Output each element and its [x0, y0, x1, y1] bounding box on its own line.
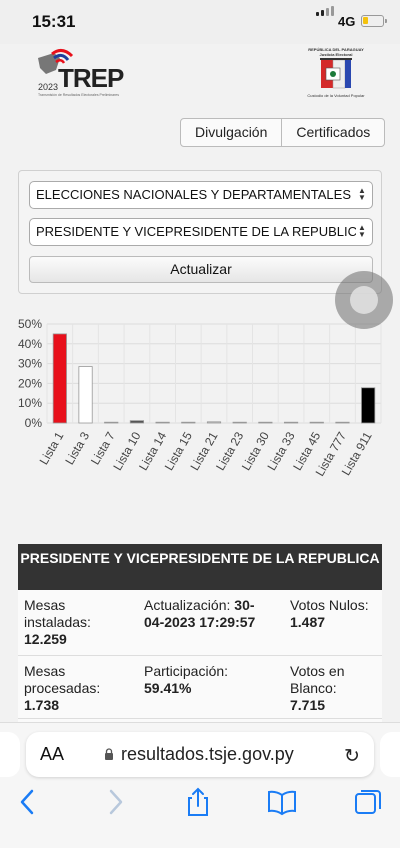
race-select[interactable]: PRESIDENTE Y VICEPRESIDENTE DE LA REPUBL… — [29, 218, 373, 246]
address-bar[interactable]: AA resultados.tsje.gov.py ↻ — [26, 732, 374, 777]
votos-blanco-value: 7.715 — [290, 697, 326, 713]
mesas-procesadas: Mesas procesadas: 1.738 — [24, 663, 134, 714]
actualizacion-value: 30-04-2023 17:29:57 — [144, 597, 256, 630]
participacion: Participación: 59.41% — [144, 663, 274, 697]
bar-lista-911[interactable] — [361, 387, 376, 424]
bar-lista-777[interactable] — [335, 421, 350, 424]
election-select-value: ELECCIONES NACIONALES Y DEPARTAMENTALES — [36, 187, 351, 202]
votos-blanco-label: Votos en Blanco: — [290, 663, 345, 696]
participacion-value: 59.41% — [144, 680, 192, 696]
votos-nulos: Votos Nulos: 1.487 — [290, 597, 370, 631]
y-tick-label: 50% — [18, 317, 42, 331]
url-text: resultados.tsje.gov.py — [121, 744, 294, 764]
actualizacion-label: Actualización: — [144, 597, 231, 613]
bar-lista-45[interactable] — [309, 421, 324, 424]
mesas-instaladas-value: 12.259 — [24, 631, 67, 647]
bar-lista-10[interactable] — [129, 420, 145, 424]
next-tab-pill[interactable] — [380, 732, 400, 777]
tabs-icon[interactable] — [353, 787, 383, 817]
mesas-instaladas: Mesas instaladas: 12.259 — [24, 597, 134, 648]
view-tabs: Divulgación Certificados — [180, 118, 386, 147]
mesas-instaladas-label: Mesas instaladas: — [24, 597, 91, 630]
bar-lista-14[interactable] — [155, 421, 170, 424]
results-summary — [18, 590, 382, 726]
x-tick-label: Lista 3 — [62, 429, 92, 467]
bar-lista-33[interactable] — [283, 421, 299, 424]
browser-toolbar: AA resultados.tsje.gov.py ↻ — [0, 722, 400, 848]
y-tick-label: 20% — [18, 376, 42, 390]
lock-icon — [105, 748, 113, 760]
bar-lista-15[interactable] — [181, 421, 196, 424]
bar-lista-3[interactable] — [78, 366, 93, 424]
battery-icon — [361, 15, 387, 27]
x-tick-label: Lista 1 — [37, 429, 67, 467]
mesas-procesadas-label: Mesas procesadas: — [24, 663, 101, 696]
tsje-logo-caption-top: REPÚBLICA DEL PARAGUAY Justicia Electora… — [308, 47, 364, 57]
prev-tab-pill[interactable] — [0, 732, 20, 777]
election-select[interactable]: ELECCIONES NACIONALES Y DEPARTAMENTALES … — [29, 181, 373, 209]
status-bar: 15:31 4G — [0, 0, 400, 44]
y-tick-label: 40% — [18, 337, 42, 351]
trep-subtitle: Transmisión de Resultados Electorales Pr… — [38, 93, 119, 97]
trep-logo-icon — [38, 49, 74, 74]
bar-lista-30[interactable] — [258, 421, 273, 424]
reload-icon[interactable]: ↻ — [344, 746, 360, 767]
filter-panel: ELECCIONES NACIONALES Y DEPARTAMENTALES … — [18, 170, 382, 294]
y-tick-label: 10% — [18, 396, 42, 410]
tab-certificados[interactable]: Certificados — [281, 119, 384, 146]
network-label: 4G — [338, 14, 356, 29]
tsje-logo-caption-bottom: Custodio de la Voluntad Popular — [307, 93, 365, 98]
status-time: 15:31 — [32, 12, 76, 31]
bar-lista-1[interactable] — [52, 333, 67, 424]
share-icon[interactable] — [183, 787, 213, 817]
participacion-label: Participación: — [144, 663, 229, 679]
votos-nulos-value: 1.487 — [290, 614, 326, 630]
mesas-procesadas-value: 1.738 — [24, 697, 60, 713]
bar-lista-23[interactable] — [232, 421, 247, 424]
tab-divulgacion[interactable]: Divulgación — [195, 124, 268, 140]
row-divider — [18, 655, 382, 656]
chevron-updown-icon: ▲ ▼ — [358, 223, 366, 239]
votos-en-blanco: Votos en Blanco: 7.715 — [290, 663, 370, 714]
update-button[interactable]: Actualizar — [29, 256, 373, 283]
text-size-label: AA — [40, 744, 65, 764]
y-tick-label: 30% — [18, 357, 42, 371]
tsje-logo-icon — [320, 58, 352, 89]
results-title: PRESIDENTE Y VICEPRESIDENTE DE LA REPUBL… — [18, 544, 382, 590]
trep-year: 2023 — [38, 82, 59, 92]
back-icon[interactable] — [13, 787, 43, 817]
votos-nulos-label: Votos Nulos: — [290, 597, 369, 613]
bar-lista-21[interactable] — [206, 421, 222, 424]
bar-lista-7[interactable] — [104, 421, 119, 424]
race-select-value: PRESIDENTE Y VICEPRESIDENTE DE LA REPUBL… — [36, 224, 356, 239]
forward-icon[interactable] — [100, 787, 130, 817]
row-divider — [18, 718, 382, 719]
actualizacion: Actualización: 30-04-2023 17:29:57 — [144, 597, 274, 631]
text-size-button[interactable]: AA — [40, 744, 64, 765]
chevron-updown-icon: ▲ ▼ — [358, 186, 366, 202]
y-tick-label: 0% — [25, 416, 43, 430]
assistive-touch-button[interactable] — [335, 271, 393, 329]
bookmarks-icon[interactable] — [267, 787, 297, 817]
trep-title: TREP — [58, 63, 124, 93]
